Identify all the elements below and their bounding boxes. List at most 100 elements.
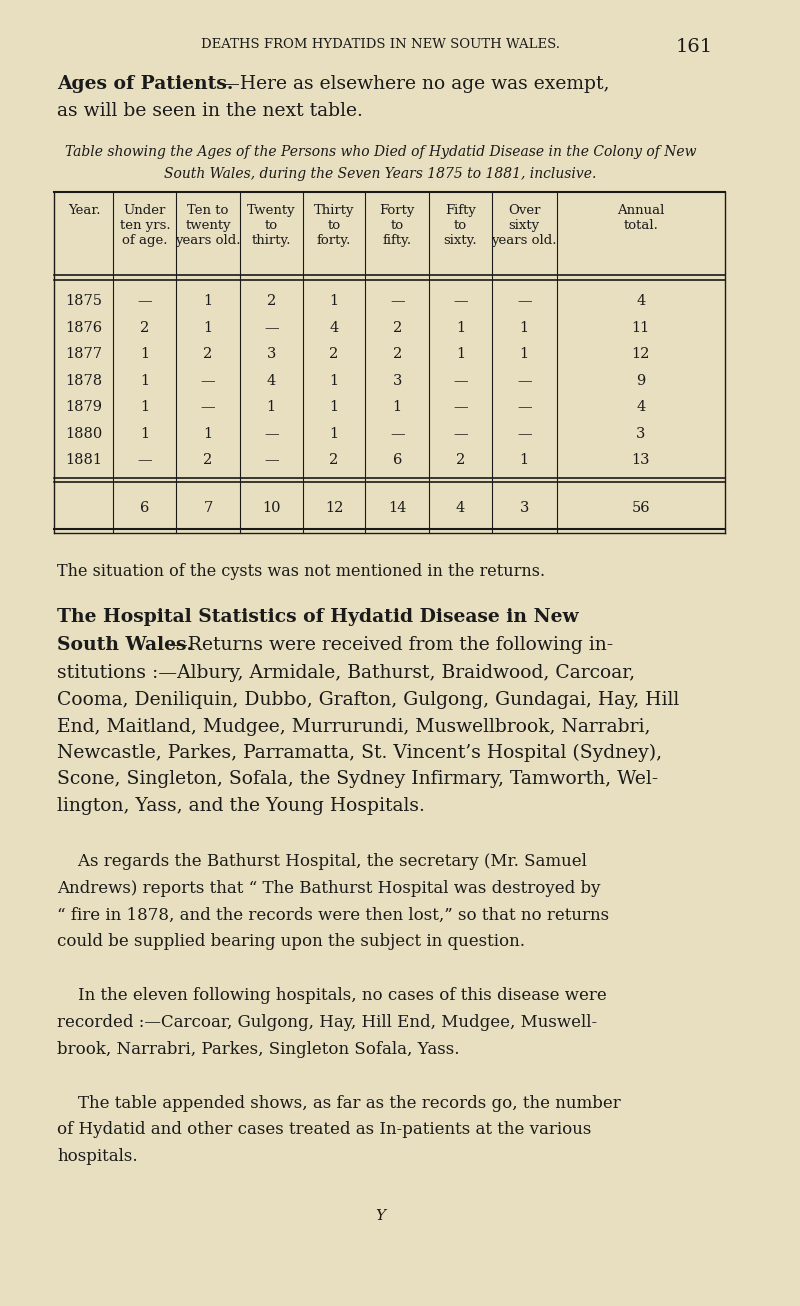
Text: —: — <box>201 400 215 414</box>
Text: 2: 2 <box>203 453 213 468</box>
Text: As regards the Bathurst Hospital, the secretary (Mr. Samuel: As regards the Bathurst Hospital, the se… <box>58 854 587 871</box>
Text: South Wales, during the Seven Years 1875 to 1881, inclusive.: South Wales, during the Seven Years 1875… <box>164 167 597 182</box>
Text: recorded :—Carcoar, Gulgong, Hay, Hill End, Mudgee, Muswell-: recorded :—Carcoar, Gulgong, Hay, Hill E… <box>58 1013 598 1030</box>
Text: 2: 2 <box>393 347 402 362</box>
Text: 7: 7 <box>203 502 213 516</box>
Text: —Here as elsewhere no age was exempt,: —Here as elsewhere no age was exempt, <box>221 74 610 93</box>
Text: 1880: 1880 <box>66 427 102 440</box>
Text: 1878: 1878 <box>66 374 102 388</box>
Text: 14: 14 <box>388 502 406 516</box>
Text: 161: 161 <box>676 38 713 56</box>
Text: 3: 3 <box>266 347 276 362</box>
Text: Ages of Patients.: Ages of Patients. <box>58 74 234 93</box>
Text: Under
ten yrs.
of age.: Under ten yrs. of age. <box>119 204 170 247</box>
Text: 1: 1 <box>203 427 213 440</box>
Text: 2: 2 <box>266 294 276 308</box>
Text: 11: 11 <box>632 321 650 334</box>
Text: 56: 56 <box>631 502 650 516</box>
Text: 1: 1 <box>330 427 338 440</box>
Text: Twenty
to
thirty.: Twenty to thirty. <box>247 204 296 247</box>
Text: 4: 4 <box>636 294 646 308</box>
Text: —: — <box>454 294 468 308</box>
Text: 1: 1 <box>520 321 529 334</box>
Text: 1: 1 <box>203 294 213 308</box>
Text: Y: Y <box>375 1209 386 1224</box>
Text: —: — <box>390 427 405 440</box>
Text: Ten to
twenty
years old.: Ten to twenty years old. <box>175 204 241 247</box>
Text: 1: 1 <box>140 347 150 362</box>
Text: 12: 12 <box>632 347 650 362</box>
Text: 1: 1 <box>330 374 338 388</box>
Text: —: — <box>517 374 531 388</box>
Text: 1881: 1881 <box>66 453 102 468</box>
Text: 1879: 1879 <box>66 400 102 414</box>
Text: 1: 1 <box>520 453 529 468</box>
Text: —: — <box>264 321 278 334</box>
Text: —: — <box>390 294 405 308</box>
Text: Year.: Year. <box>68 204 100 217</box>
Text: 3: 3 <box>393 374 402 388</box>
Text: 2: 2 <box>330 347 338 362</box>
Text: —: — <box>138 453 152 468</box>
Text: 6: 6 <box>393 453 402 468</box>
Text: —: — <box>517 427 531 440</box>
Text: 1: 1 <box>330 294 338 308</box>
Text: 12: 12 <box>325 502 343 516</box>
Text: Forty
to
fifty.: Forty to fifty. <box>380 204 415 247</box>
Text: stitutions :—Albury, Armidale, Bathurst, Braidwood, Carcoar,: stitutions :—Albury, Armidale, Bathurst,… <box>58 665 635 683</box>
Text: —: — <box>454 427 468 440</box>
Text: 1: 1 <box>140 400 150 414</box>
Text: 4: 4 <box>636 400 646 414</box>
Text: 4: 4 <box>266 374 276 388</box>
Text: 2: 2 <box>203 347 213 362</box>
Text: 1: 1 <box>456 347 465 362</box>
Text: Scone, Singleton, Sofala, the Sydney Infirmary, Tamworth, Wel-: Scone, Singleton, Sofala, the Sydney Inf… <box>58 771 658 789</box>
Text: 6: 6 <box>140 502 150 516</box>
Text: 1875: 1875 <box>66 294 102 308</box>
Text: —: — <box>517 400 531 414</box>
Text: Fifty
to
sixty.: Fifty to sixty. <box>444 204 478 247</box>
Text: could be supplied bearing upon the subject in question.: could be supplied bearing upon the subje… <box>58 932 526 949</box>
Text: —: — <box>517 294 531 308</box>
Text: 4: 4 <box>330 321 338 334</box>
Text: 3: 3 <box>519 502 529 516</box>
Text: 2: 2 <box>330 453 338 468</box>
Text: —Returns were received from the following in-: —Returns were received from the followin… <box>170 636 614 654</box>
Text: Andrews) reports that “ The Bathurst Hospital was destroyed by: Andrews) reports that “ The Bathurst Hos… <box>58 880 601 897</box>
Text: 3: 3 <box>636 427 646 440</box>
Text: 1: 1 <box>203 321 213 334</box>
Text: 2: 2 <box>393 321 402 334</box>
Text: brook, Narrabri, Parkes, Singleton Sofala, Yass.: brook, Narrabri, Parkes, Singleton Sofal… <box>58 1041 460 1058</box>
Text: The table appended shows, as far as the records go, the number: The table appended shows, as far as the … <box>58 1094 621 1111</box>
Text: 2: 2 <box>140 321 150 334</box>
Text: 1: 1 <box>393 400 402 414</box>
Text: In the eleven following hospitals, no cases of this disease were: In the eleven following hospitals, no ca… <box>58 987 607 1004</box>
Text: Thirty
to
forty.: Thirty to forty. <box>314 204 354 247</box>
Text: hospitals.: hospitals. <box>58 1148 138 1165</box>
Text: 1: 1 <box>140 427 150 440</box>
Text: —: — <box>454 374 468 388</box>
Text: of Hydatid and other cases treated as In-patients at the various: of Hydatid and other cases treated as In… <box>58 1122 592 1139</box>
Text: 1: 1 <box>330 400 338 414</box>
Text: Table showing the Ages of the Persons who Died of Hydatid Disease in the Colony : Table showing the Ages of the Persons wh… <box>65 145 696 159</box>
Text: 13: 13 <box>631 453 650 468</box>
Text: “ fire in 1878, and the records were then lost,” so that no returns: “ fire in 1878, and the records were the… <box>58 906 610 923</box>
Text: South Wales.: South Wales. <box>58 636 194 654</box>
Text: —: — <box>138 294 152 308</box>
Text: The Hospital Statistics of Hydatid Disease in New: The Hospital Statistics of Hydatid Disea… <box>58 609 579 627</box>
Text: DEATHS FROM HYDATIDS IN NEW SOUTH WALES.: DEATHS FROM HYDATIDS IN NEW SOUTH WALES. <box>201 38 560 51</box>
Text: 1: 1 <box>266 400 276 414</box>
Text: 10: 10 <box>262 502 281 516</box>
Text: —: — <box>264 453 278 468</box>
Text: Annual
total.: Annual total. <box>617 204 665 232</box>
Text: 9: 9 <box>636 374 646 388</box>
Text: Cooma, Deniliquin, Dubbo, Grafton, Gulgong, Gundagai, Hay, Hill: Cooma, Deniliquin, Dubbo, Grafton, Gulgo… <box>58 691 679 709</box>
Text: Over
sixty
years old.: Over sixty years old. <box>491 204 557 247</box>
Text: lington, Yass, and the Young Hospitals.: lington, Yass, and the Young Hospitals. <box>58 797 425 815</box>
Text: 1876: 1876 <box>66 321 102 334</box>
Text: as will be seen in the next table.: as will be seen in the next table. <box>58 102 363 120</box>
Text: 1: 1 <box>520 347 529 362</box>
Text: 2: 2 <box>456 453 465 468</box>
Text: The situation of the cysts was not mentioned in the returns.: The situation of the cysts was not menti… <box>58 563 546 580</box>
Text: End, Maitland, Mudgee, Murrurundi, Muswellbrook, Narrabri,: End, Maitland, Mudgee, Murrurundi, Muswe… <box>58 717 650 735</box>
